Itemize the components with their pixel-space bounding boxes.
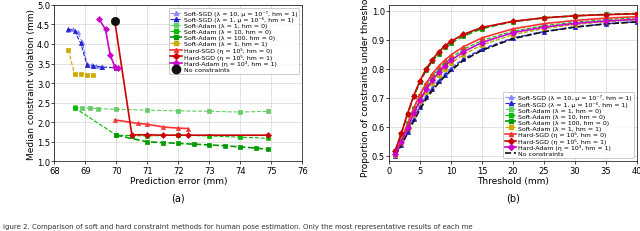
Text: (a): (a) bbox=[172, 193, 185, 203]
Text: (b): (b) bbox=[506, 193, 520, 203]
X-axis label: Prediction error (mm): Prediction error (mm) bbox=[129, 176, 227, 185]
Y-axis label: Proportion of constraints under threshold: Proportion of constraints under threshol… bbox=[361, 0, 370, 177]
Text: igure 2. Comparison of soft and hard constraint methods for human pose estimatio: igure 2. Comparison of soft and hard con… bbox=[3, 223, 473, 229]
Legend: Soft-SGD (λ = 10, μ = 10⁻⁷, hm = 1), Soft-SGD (λ = 1, μ = 10⁻⁶, hm = 1), Soft-Ad: Soft-SGD (λ = 10, μ = 10⁻⁷, hm = 1), Sof… bbox=[168, 9, 299, 75]
Legend: Soft-SGD (λ = 10, μ = 10⁻⁷, hm = 1), Soft-SGD (λ = 1, μ = 10⁻⁶, hm = 1), Soft-Ad: Soft-SGD (λ = 10, μ = 10⁻⁷, hm = 1), Sof… bbox=[503, 93, 634, 159]
X-axis label: Threshold (mm): Threshold (mm) bbox=[477, 176, 549, 185]
Y-axis label: Median constraint violation (mm): Median constraint violation (mm) bbox=[27, 9, 36, 159]
